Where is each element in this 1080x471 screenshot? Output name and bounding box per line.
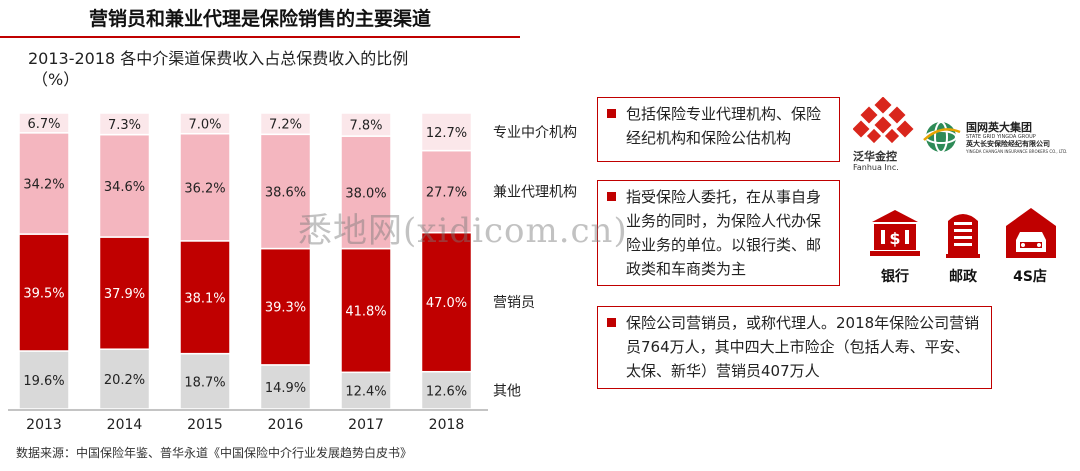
info-box-text: 指受保险人委托，在从事自身业务的同时，为保险人代办保险业务的单位。以银行类、邮政… xyxy=(626,188,822,278)
chart-subtitle: 2013-2018 各中介渠道保费收入占总保费收入的比例 （%） xyxy=(28,48,448,90)
state-grid-logo: 国网英大集团 STATE GRID YINGDA GROUP 英大长安保险经纪有… xyxy=(920,118,1078,162)
globe-icon xyxy=(923,121,961,153)
legend-label: 兼业代理机构 xyxy=(493,185,577,201)
legend-label: 专业中介机构 xyxy=(493,125,577,141)
bar-segment xyxy=(18,233,70,352)
data-label: 47.0% xyxy=(426,296,467,311)
info-box-text: 保险公司营销员，或称代理人。2018年保险公司营销员764万人，其中四大上市险企… xyxy=(626,314,980,380)
data-label: 18.7% xyxy=(184,375,225,390)
data-label: 7.8% xyxy=(349,119,382,134)
post-label: 邮政 xyxy=(949,269,977,285)
data-label: 36.2% xyxy=(184,181,225,196)
bullet-square xyxy=(607,109,616,118)
fanhua-logo: 泛华金控 Fanhua Inc. xyxy=(852,96,915,172)
info-box-part-time-agency: 指受保险人委托，在从事自身业务的同时，为保险人代办保险业务的单位。以银行类、邮政… xyxy=(597,180,840,286)
bar-segment xyxy=(420,112,473,152)
car-dealership-icon xyxy=(1006,208,1056,258)
bar-segment xyxy=(98,112,151,136)
data-label: 12.7% xyxy=(426,126,467,141)
bar-segment xyxy=(98,133,151,238)
info-box-sales-agents: 保险公司营销员，或称代理人。2018年保险公司营销员764万人，其中四大上市险企… xyxy=(597,306,992,389)
bar-segment xyxy=(179,240,231,355)
bank-label: 银行 xyxy=(881,269,909,285)
legend-label: 其他 xyxy=(493,383,521,399)
data-label: 34.2% xyxy=(23,177,64,192)
page-title: 营销员和兼业代理是保险销售的主要渠道 xyxy=(88,8,431,30)
car-dealer-label: 4S店 xyxy=(1013,269,1047,285)
state-grid-name: 国网英大集团 xyxy=(966,121,1032,134)
data-label: 6.7% xyxy=(27,117,60,132)
bar-segment xyxy=(340,247,392,374)
data-label: 14.9% xyxy=(265,381,306,396)
title-underline xyxy=(0,36,520,38)
info-box-text: 包括保险专业代理机构、保险经纪机构和保险公估机构 xyxy=(626,105,822,147)
x-tick-label: 2013 xyxy=(26,417,62,433)
yingda-name: 英大长安保险经纪有限公司 xyxy=(966,140,1050,148)
bar-segment xyxy=(259,247,312,366)
data-label: 12.4% xyxy=(345,385,386,400)
legend-label: 营销员 xyxy=(493,295,535,311)
fanhua-english-name: Fanhua Inc. xyxy=(853,163,899,172)
bar-segment xyxy=(98,236,151,350)
data-label: 41.8% xyxy=(345,304,386,319)
stacked-bar-chart: 19.6% 39.5% 34.2% 6.7% 2013 20.2% 37.9% 34.6% 7.… xyxy=(8,112,577,433)
x-tick-label: 2016 xyxy=(268,417,304,433)
bar-segment xyxy=(340,135,392,250)
x-tick-label: 2017 xyxy=(348,417,384,433)
bar-segment xyxy=(179,132,231,242)
chart-subtitle-line1: 2013-2018 各中介渠道保费收入占总保费收入的比例 xyxy=(28,49,409,68)
mailbox-icon xyxy=(946,214,980,258)
bullet-square xyxy=(607,318,616,327)
data-label: 38.1% xyxy=(184,291,225,306)
info-box-professional-agency: 包括保险专业代理机构、保险经纪机构和保险公估机构 xyxy=(597,97,840,162)
chart-subtitle-line2: （%） xyxy=(32,70,80,89)
fanhua-mark-icon xyxy=(852,96,914,144)
fanhua-name: 泛华金控 xyxy=(853,150,897,163)
bar-segment xyxy=(18,132,70,235)
data-label: 7.3% xyxy=(108,118,141,133)
bar-segment xyxy=(259,112,312,136)
data-label: 34.6% xyxy=(104,180,145,195)
data-label: 12.6% xyxy=(426,384,467,399)
watermark: 悉地网(xidicom.cn) xyxy=(298,211,628,251)
data-label: 7.2% xyxy=(269,118,302,133)
data-label: 38.0% xyxy=(345,186,386,201)
bullet-square xyxy=(607,192,616,201)
x-tick-label: 2014 xyxy=(107,417,143,433)
state-grid-english-name: STATE GRID YINGDA GROUP xyxy=(966,134,1036,140)
bar-segment xyxy=(18,112,70,134)
data-label: 20.2% xyxy=(104,373,145,388)
bank-icon: $ xyxy=(870,210,920,256)
dollar-icon: $ xyxy=(889,229,900,248)
data-label: 39.3% xyxy=(265,301,306,316)
yingda-english-name: YINGDA CHANGAN INSURANCE BROKERS CO., LT… xyxy=(966,149,1068,154)
x-tick-label: 2018 xyxy=(429,417,465,433)
bar-segment xyxy=(259,364,312,410)
data-label: 39.5% xyxy=(23,287,64,302)
data-label: 37.9% xyxy=(104,287,145,302)
data-source: 数据来源：中国保险年鉴、普华永道《中国保险中介行业发展趋势白皮书》 xyxy=(16,446,413,460)
bar-segment xyxy=(18,350,70,410)
bar-segment xyxy=(179,352,231,410)
bar-segment xyxy=(179,112,231,135)
data-label: 7.0% xyxy=(188,117,221,132)
bar-segment xyxy=(259,133,312,250)
data-label: 38.6% xyxy=(265,185,306,200)
x-tick-label: 2015 xyxy=(187,417,223,433)
bar-segment xyxy=(340,112,392,137)
bar-segment xyxy=(420,370,473,410)
data-label: 27.7% xyxy=(426,186,467,201)
data-label: 19.6% xyxy=(23,374,64,389)
